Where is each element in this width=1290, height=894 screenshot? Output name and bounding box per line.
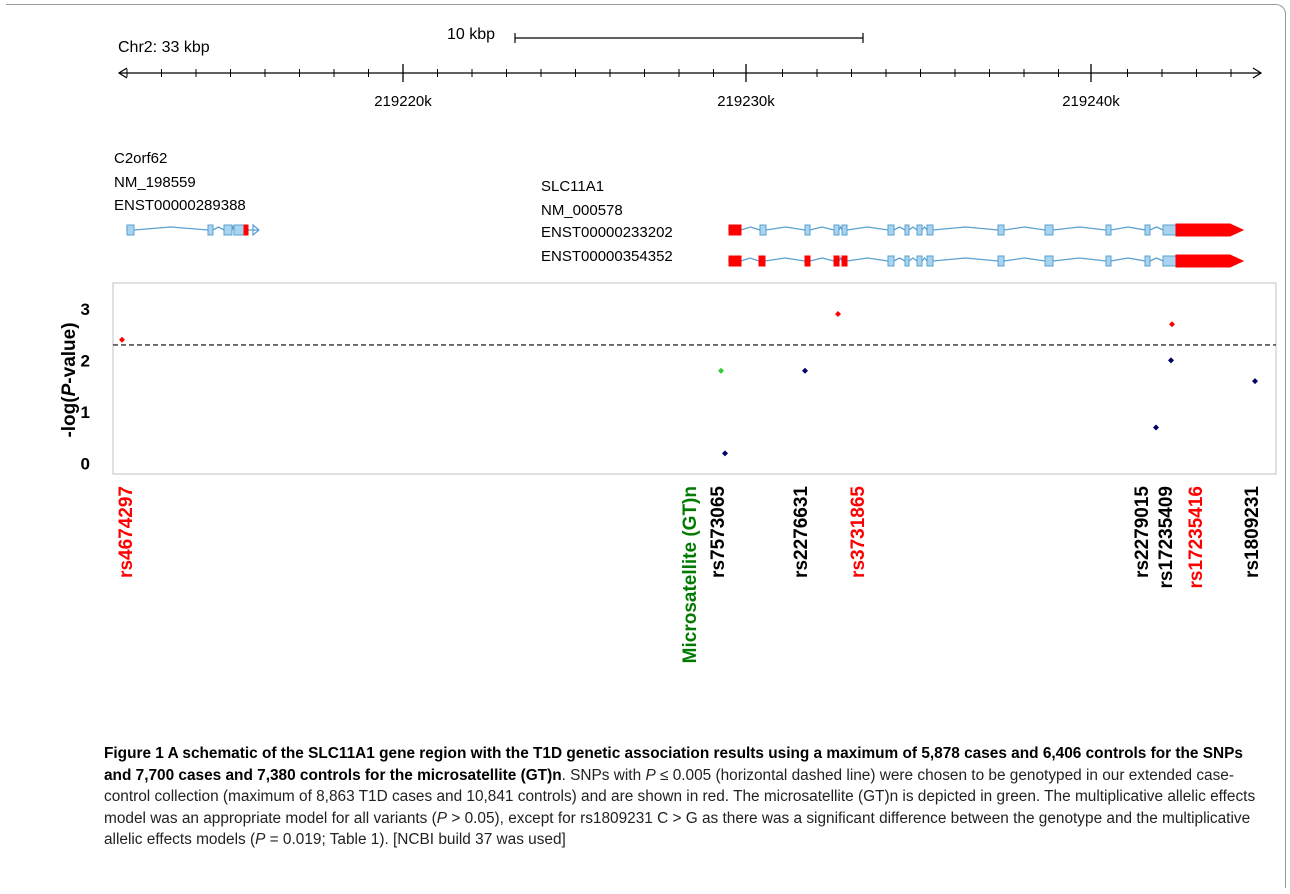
transcript-id: ENST00000233202 xyxy=(541,224,673,241)
caption-p-symbol: P xyxy=(436,809,448,827)
exon-box xyxy=(1144,224,1151,236)
y-axis-label-prefix: -log( xyxy=(59,396,80,438)
caption-p-symbol: P xyxy=(645,766,656,784)
snp-label: rs3731865 xyxy=(848,486,869,578)
caption-title: Figure 1 A schematic of the SLC11A1 gene… xyxy=(104,745,1243,784)
exon-box xyxy=(223,224,233,236)
caption-text: . SNPs with xyxy=(561,766,646,784)
y-axis-label-italic: P xyxy=(59,383,80,396)
exon-box xyxy=(997,255,1005,267)
exon-box xyxy=(243,224,249,236)
exon-box xyxy=(759,224,767,236)
snp-point xyxy=(718,367,724,374)
snp-point xyxy=(1153,424,1159,431)
snp-label: rs1809231 xyxy=(1242,486,1263,578)
snp-label: rs2279015 xyxy=(1132,486,1153,578)
exon-box xyxy=(1162,224,1177,236)
snp-label: rs17235409 xyxy=(1156,486,1177,589)
exon-box xyxy=(207,224,214,236)
exon-box xyxy=(728,255,742,267)
exon-box xyxy=(926,255,934,267)
exon-box xyxy=(887,224,895,236)
gene-slc11a1-labels: SLC11A1 NM_000578 ENST00000233202 ENST00… xyxy=(541,178,673,265)
gene-name: C2orf62 xyxy=(114,150,167,167)
transcript-track-enst00000233202 xyxy=(728,223,1245,237)
transcript-track-c2orf62 xyxy=(126,223,260,237)
exon-box xyxy=(833,224,840,236)
data-points xyxy=(119,310,1258,457)
snp-label: Microsatellite (GT)n xyxy=(680,486,701,663)
gene-refseq: NM_198559 xyxy=(114,174,196,191)
snp-label: rs4674297 xyxy=(116,486,137,578)
exon-box xyxy=(1105,224,1112,236)
snp-labels: rs4674297 Microsatellite (GT)n rs7573065 rs… xyxy=(116,486,1263,664)
utr-block xyxy=(1175,223,1245,237)
snp-label: rs2276631 xyxy=(791,486,812,578)
transcript-id: ENST00000354352 xyxy=(541,248,673,265)
exon-box xyxy=(887,255,895,267)
exon-box xyxy=(1044,255,1054,267)
transcript-id: ENST00000289388 xyxy=(114,197,246,214)
figure-graphic: 10 kbp Chr2: 33 kbp 219220k 219230k 2192… xyxy=(59,26,1277,664)
exon-box xyxy=(1144,255,1151,267)
y-tick-label: 2 xyxy=(81,351,90,370)
snp-point xyxy=(802,367,808,374)
exon-box xyxy=(904,255,910,267)
figure-caption: Figure 1 A schematic of the SLC11A1 gene… xyxy=(104,743,1269,851)
exon-box xyxy=(916,224,923,236)
axis-tick-label: 219240k xyxy=(1062,93,1120,110)
y-tick-labels: 0 1 2 3 xyxy=(81,300,90,474)
snp-point xyxy=(119,336,125,343)
caption-text: > 0.05), except for rs1809231 C > G as t… xyxy=(104,809,1251,849)
exon-box xyxy=(841,255,848,267)
gene-c2orf62-labels: C2orf62 NM_198559 ENST00000289388 xyxy=(114,150,246,214)
exon-box xyxy=(233,224,245,236)
caption-p-symbol: P xyxy=(255,831,266,848)
gene-refseq: NM_000578 xyxy=(541,202,623,219)
exon-box xyxy=(926,224,934,236)
exon-box xyxy=(841,224,848,236)
transcript-track-enst00000354352 xyxy=(728,254,1245,268)
exon-box xyxy=(804,255,811,267)
exon-box xyxy=(728,224,742,236)
exon-box xyxy=(904,224,910,236)
figure-frame xyxy=(6,4,1286,888)
y-tick-label: 3 xyxy=(81,300,90,319)
snp-point xyxy=(835,310,841,317)
y-axis-label-suffix: -value) xyxy=(59,322,80,383)
utr-block xyxy=(1175,254,1245,268)
axis-tick-label: 219220k xyxy=(374,93,432,110)
ruler-ticks xyxy=(126,64,1232,82)
chromosome-label: Chr2: 33 kbp xyxy=(118,39,210,56)
snp-point xyxy=(722,450,728,457)
exon-box xyxy=(1162,255,1177,267)
y-tick-label: 1 xyxy=(81,403,90,422)
caption-text: ≤ 0.005 (horizontal dashed line) were ch… xyxy=(104,766,1256,827)
snp-point xyxy=(1252,378,1258,385)
exon-box xyxy=(916,255,923,267)
exon-box xyxy=(833,255,840,267)
y-tick-label: 0 xyxy=(81,455,90,474)
exon-box xyxy=(1044,224,1054,236)
exon-box xyxy=(126,224,135,236)
exon-box xyxy=(1105,255,1112,267)
snp-point xyxy=(1169,321,1175,328)
exon-box xyxy=(804,224,811,236)
exon-box xyxy=(997,224,1005,236)
exon-box xyxy=(758,255,766,267)
y-axis-label: -log(P-value) xyxy=(59,322,80,437)
scale-bar xyxy=(514,33,864,43)
chromosome-ruler xyxy=(117,67,1263,79)
plot-frame xyxy=(112,282,1277,475)
axis-tick-label: 219230k xyxy=(717,93,775,110)
snp-point xyxy=(1168,357,1174,364)
gene-name: SLC11A1 xyxy=(541,178,604,195)
strand-arrow xyxy=(252,223,260,237)
scale-label: 10 kbp xyxy=(447,26,495,43)
snp-label: rs17235416 xyxy=(1186,486,1207,589)
snp-label: rs7573065 xyxy=(708,486,729,578)
caption-text: = 0.019; Table 1). [NCBI build 37 was us… xyxy=(265,831,566,848)
